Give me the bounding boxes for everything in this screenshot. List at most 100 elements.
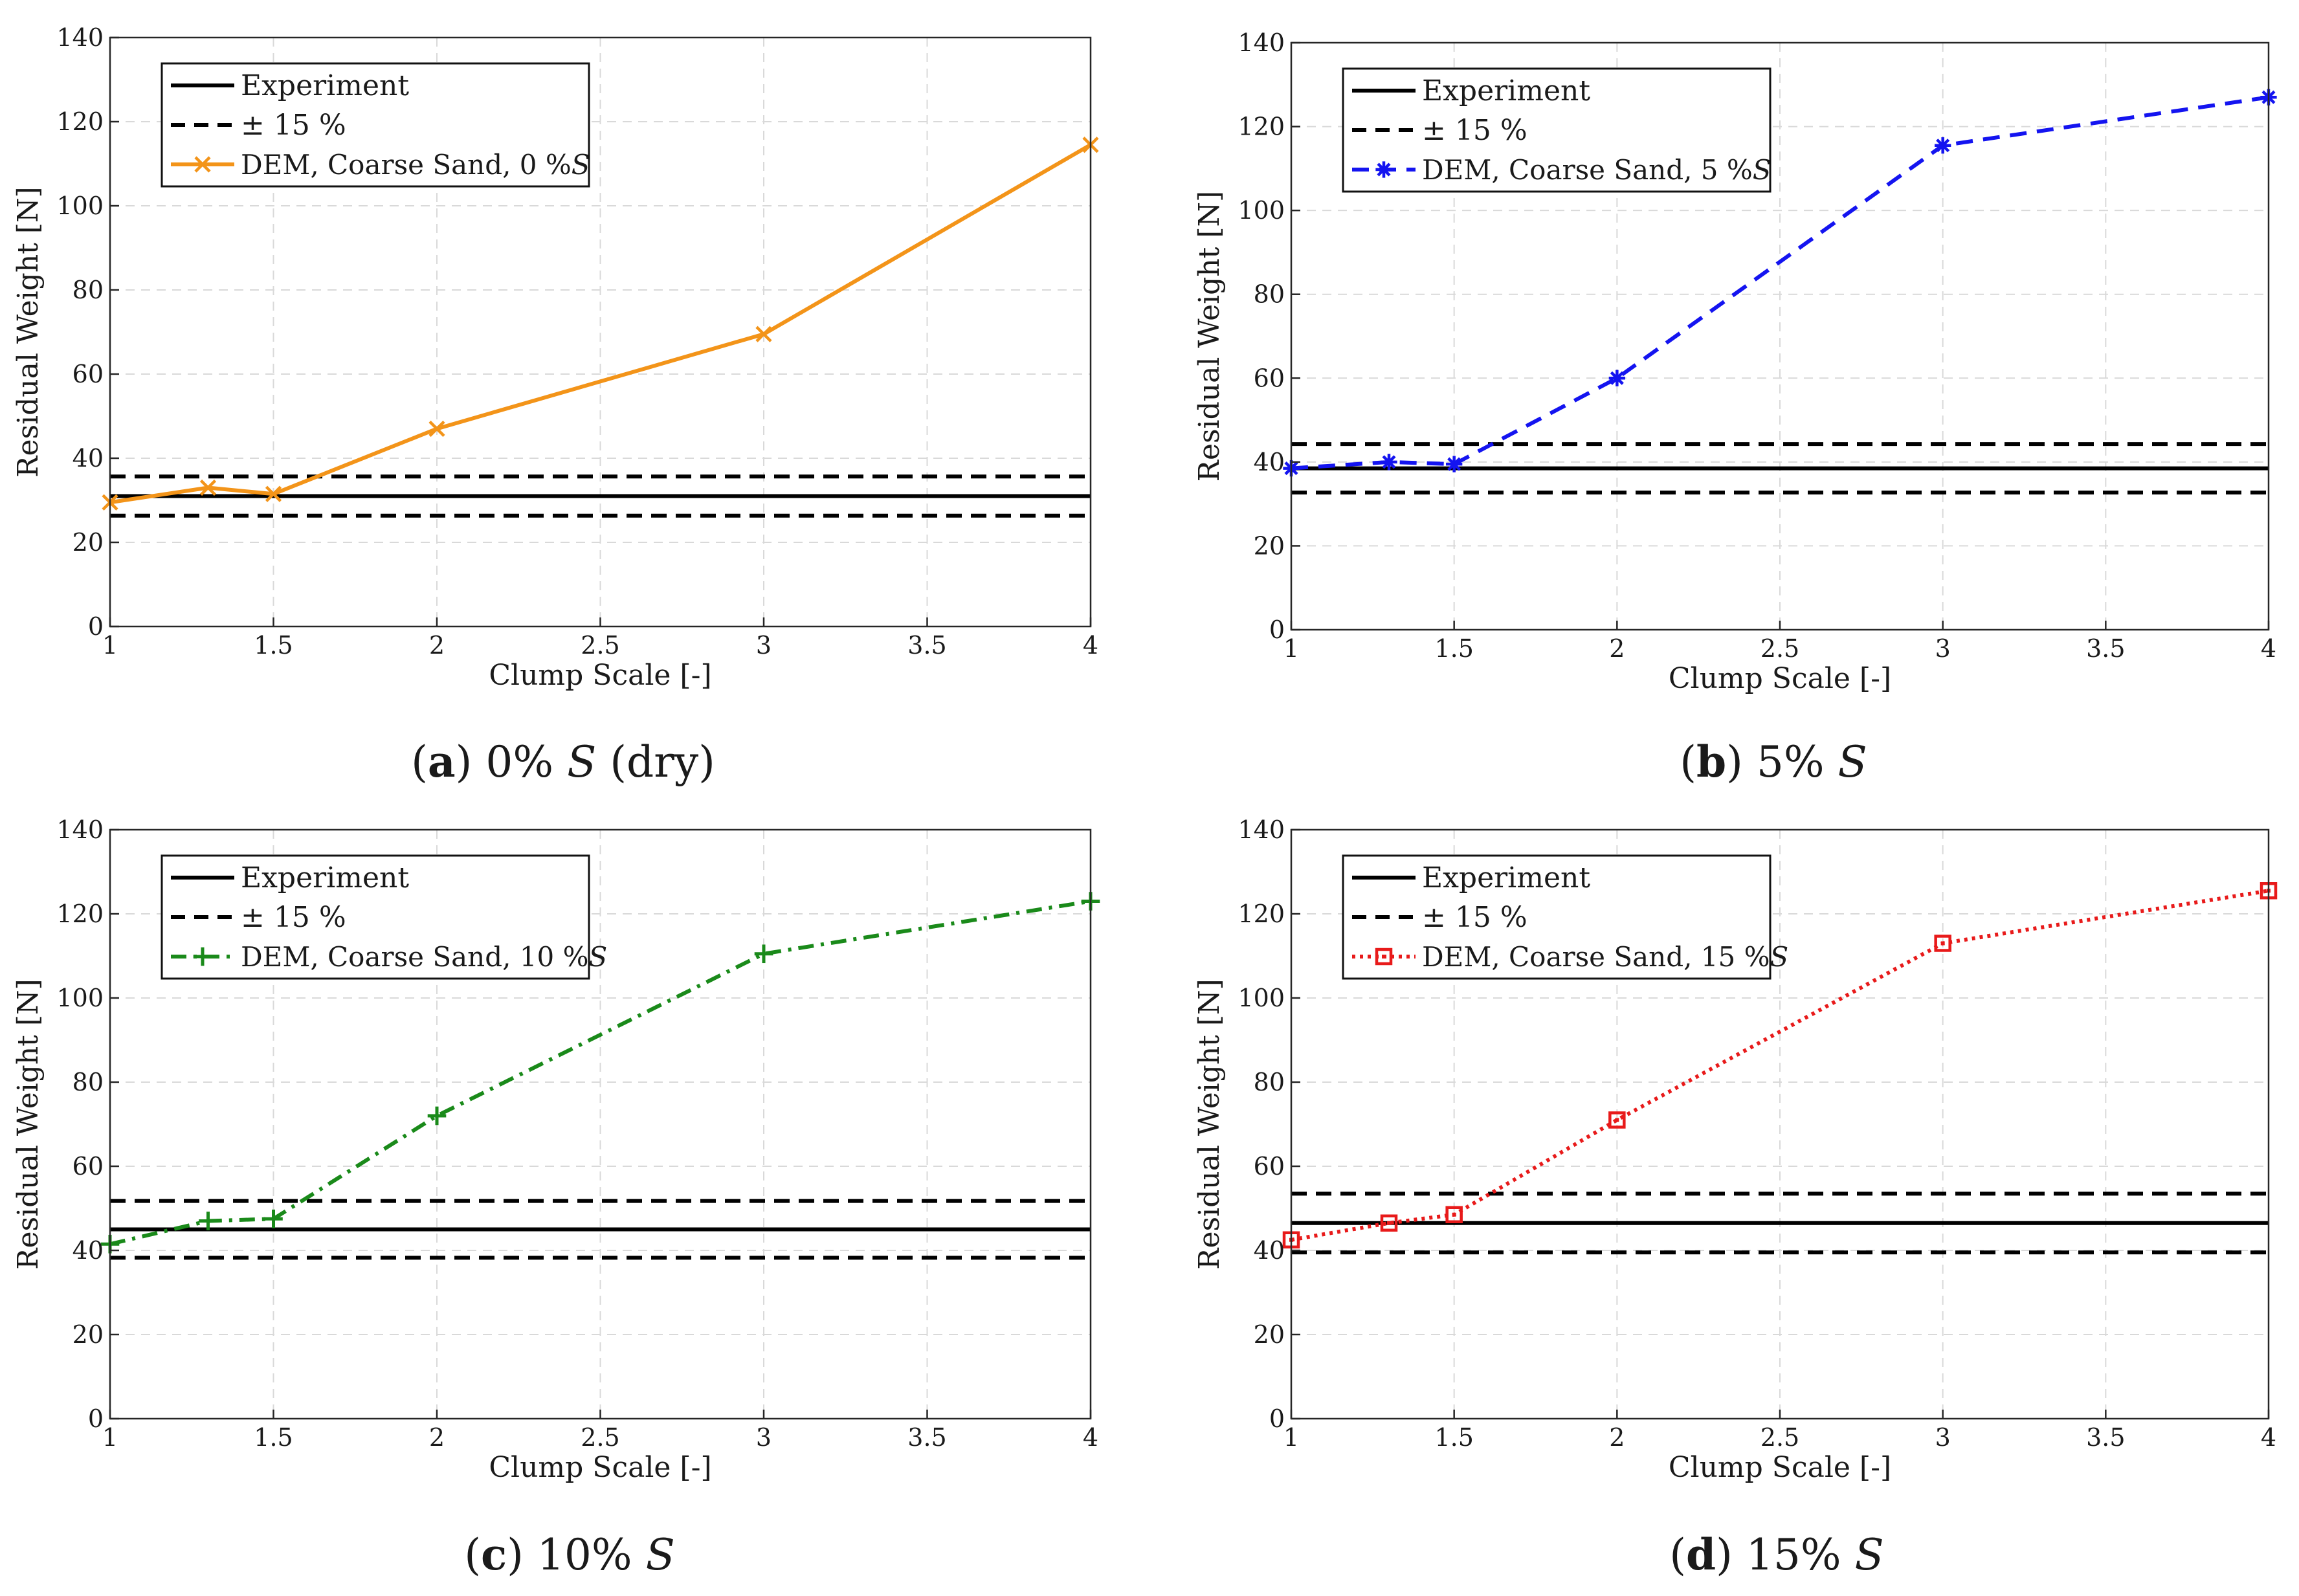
data-point-stroke-2 <box>265 485 282 502</box>
caption-panel-c: (c) 10% S <box>464 1529 675 1580</box>
legend-label-series-symbol: S <box>589 941 608 973</box>
legend-label-band: ± 15 % <box>241 109 346 142</box>
y-tick-label: 100 <box>1238 984 1285 1012</box>
legend-label-band: ± 15 % <box>1422 114 1527 147</box>
data-point-box <box>1380 1214 1398 1232</box>
caption-close-paren: ) <box>1726 737 1757 787</box>
y-tick-label: 80 <box>72 276 104 304</box>
y-tick-label: 60 <box>1254 364 1285 392</box>
x-tick-label: 1.5 <box>254 631 293 659</box>
data-point <box>1608 370 1625 386</box>
data-point <box>1934 935 1951 952</box>
y-tick-label: 20 <box>1254 1320 1285 1349</box>
caption-value: 10% <box>537 1530 646 1580</box>
y-tick-label: 140 <box>56 23 104 52</box>
caption-symbol: S <box>1838 737 1867 787</box>
series-line <box>109 143 1092 505</box>
caption-symbol: S <box>1855 1530 1884 1580</box>
x-tick-label: 3 <box>1935 1423 1951 1452</box>
data-point <box>264 1209 283 1228</box>
x-tick-label: 1 <box>1283 634 1299 663</box>
y-tick-label: 40 <box>72 1236 104 1265</box>
data-point-stroke-2 <box>199 479 217 496</box>
legend-label-series-text: DEM, Coarse Sand, 0 % <box>241 149 572 181</box>
y-tick-label: 60 <box>72 360 104 388</box>
data-point-stroke-4 <box>1610 371 1624 385</box>
legend-label-series: DEM, Coarse Sand, 5 %S <box>1422 154 1771 186</box>
caption-open-paren: ( <box>411 737 428 787</box>
data-point <box>1445 1206 1463 1223</box>
data-point-stroke-4 <box>1936 139 1950 153</box>
data-point <box>1935 137 1951 154</box>
x-tick-label: 1 <box>102 1423 118 1452</box>
series-line <box>1291 889 2269 1242</box>
data-point <box>427 1106 447 1125</box>
x-tick-label: 3 <box>756 631 772 659</box>
caption-close-paren: ) <box>1716 1530 1746 1580</box>
x-tick-label: 2 <box>429 631 445 659</box>
caption-label: c <box>481 1529 507 1580</box>
caption-close-paren: ) <box>456 737 486 787</box>
y-axis-label: Residual Weight [N] <box>1193 979 1226 1269</box>
legend-label-series-symbol: S <box>1770 941 1789 973</box>
y-tick-label: 100 <box>56 192 104 220</box>
data-point-box <box>1608 1111 1626 1129</box>
y-tick-label: 20 <box>72 1320 104 1349</box>
x-tick-label: 2 <box>1609 634 1625 663</box>
y-tick-label: 100 <box>1238 196 1285 225</box>
x-tick-label: 3.5 <box>907 1423 946 1452</box>
x-tick-label: 1.5 <box>1434 1423 1473 1452</box>
y-tick-label: 120 <box>1238 113 1285 141</box>
data-point-dot <box>1940 941 1945 946</box>
x-tick-label: 2.5 <box>1760 634 1799 663</box>
y-tick-label: 20 <box>1254 531 1285 560</box>
y-tick-label: 40 <box>72 444 104 472</box>
x-axis-label: Clump Scale [-] <box>1669 1451 1891 1484</box>
x-tick-label: 1.5 <box>254 1423 293 1452</box>
x-tick-label: 2.5 <box>581 1423 619 1452</box>
y-tick-label: 120 <box>1238 900 1285 928</box>
legend-marker <box>1375 161 1392 178</box>
data-point-stroke-2 <box>428 420 445 438</box>
x-tick-label: 4 <box>2261 634 2276 663</box>
caption-open-paren: ( <box>1669 1530 1686 1580</box>
legend-label-series: DEM, Coarse Sand, 10 %S <box>241 941 607 973</box>
series-line <box>1291 95 2269 471</box>
x-tick-label: 2 <box>1609 1423 1625 1452</box>
x-tick-label: 4 <box>1083 631 1098 659</box>
y-tick-label: 120 <box>56 107 104 136</box>
y-tick-label: 60 <box>1254 1152 1285 1180</box>
x-axis-label: Clump Scale [-] <box>1669 662 1891 695</box>
y-tick-label: 20 <box>72 528 104 557</box>
legend-label-experiment: Experiment <box>1422 74 1590 107</box>
x-tick-label: 3.5 <box>907 631 946 659</box>
caption-panel-d: (d) 15% S <box>1669 1529 1884 1580</box>
x-tick-label: 2.5 <box>1760 1423 1799 1452</box>
data-point-stroke-4 <box>1382 455 1396 469</box>
legend-marker <box>194 156 211 173</box>
legend-marker-box <box>1375 948 1393 966</box>
x-tick-label: 2.5 <box>581 631 619 659</box>
y-tick-label: 0 <box>88 612 104 641</box>
legend-label-band: ± 15 % <box>1422 901 1527 934</box>
legend: Experiment ± 15 % DEM, Coarse Sand, 15 %S <box>1342 854 1789 980</box>
x-tick-label: 4 <box>2261 1423 2276 1452</box>
y-tick-label: 80 <box>72 1068 104 1096</box>
x-tick-label: 4 <box>1083 1423 1098 1452</box>
caption-value: 0% <box>485 737 567 787</box>
y-tick-label: 80 <box>1254 280 1285 309</box>
caption-symbol: S <box>646 1530 675 1580</box>
y-tick-label: 120 <box>56 900 104 928</box>
data-point <box>1381 454 1397 471</box>
legend-label-experiment: Experiment <box>1422 861 1590 894</box>
legend-label-series-symbol: S <box>1753 154 1771 186</box>
y-tick-label: 140 <box>56 815 104 844</box>
legend-marker <box>1375 948 1393 966</box>
y-tick-label: 40 <box>1254 448 1285 476</box>
caption-label: d <box>1686 1529 1716 1580</box>
y-tick-label: 140 <box>1238 815 1285 844</box>
x-tick-label: 2 <box>429 1423 445 1452</box>
